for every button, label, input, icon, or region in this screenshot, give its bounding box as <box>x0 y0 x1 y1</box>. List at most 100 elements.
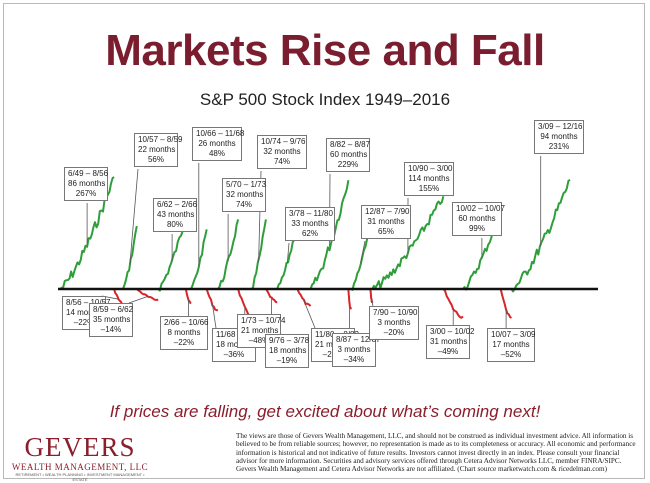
period-change: –36% <box>223 350 245 359</box>
bull-period-label-3: 10/57 – 8/59 22 months 56% <box>134 133 183 167</box>
period-change: –19% <box>276 356 298 365</box>
leader-line-13 <box>286 242 290 264</box>
period-change: 74% <box>273 157 290 166</box>
bear-period-label-4: 8/59 – 6/62 35 months –14% <box>89 303 133 337</box>
leader-line-14 <box>303 300 316 329</box>
period-duration: 35 months <box>93 315 131 324</box>
bull-period-label-9: 5/70 – 1/73 32 months 74% <box>222 178 266 212</box>
period-change: 74% <box>235 200 252 209</box>
bull-period-label-13: 3/78 – 11/80 33 months 62% <box>285 207 335 241</box>
bull-segment-3 <box>122 225 138 290</box>
period-duration: 26 months <box>198 139 236 148</box>
period-change: 48% <box>208 149 225 158</box>
period-duration: 33 months <box>291 219 329 228</box>
chart-frame <box>3 3 645 479</box>
bull-segment-7 <box>190 229 208 290</box>
period-change: 99% <box>468 224 485 233</box>
period-change: –48% <box>248 336 270 345</box>
bear-period-label-20: 3/00 – 10/02 31 months –49% <box>426 325 475 359</box>
period-range: 7/90 – 10/90 <box>373 308 418 317</box>
period-range: 8/56 – 10/57 <box>66 298 110 307</box>
period-duration: 43 months <box>157 210 195 219</box>
bear-period-label-12: 9/76 – 3/78 18 months –19% <box>265 334 309 368</box>
leader-line-8 <box>212 303 217 329</box>
period-duration: 17 months <box>492 340 530 349</box>
period-duration: 31 months <box>430 337 468 346</box>
period-duration: 22 months <box>138 145 176 154</box>
bear-segment-4 <box>136 288 159 301</box>
period-duration: 18 months <box>269 346 307 355</box>
bull-period-label-21: 10/02 – 10/07 60 months 99% <box>452 202 505 236</box>
period-change: –49% <box>437 347 459 356</box>
period-change: 62% <box>301 229 318 238</box>
label-leaders <box>86 156 542 334</box>
bear-period-label-22: 10/07 – 3/09 17 months –52% <box>487 328 535 362</box>
period-duration: 60 months <box>330 150 368 159</box>
bear-segment-14 <box>296 288 312 307</box>
period-duration: 60 months <box>458 214 496 223</box>
bull-segment-19 <box>371 196 445 290</box>
period-range: 10/74 – 9/76 <box>261 137 306 146</box>
period-range: 2/66 – 10/66 <box>164 318 209 327</box>
chart-subtitle: S&P 500 Stock Index 1949–2016 <box>199 90 451 109</box>
period-range: 1/73 – 10/74 <box>241 316 286 325</box>
period-duration: 8 months <box>167 328 201 337</box>
period-duration: 14 months <box>66 308 104 317</box>
period-change: 65% <box>377 227 394 236</box>
period-range: 10/57 – 8/59 <box>138 135 183 144</box>
period-change: –34% <box>343 355 365 364</box>
chart-title: Markets Rise and Fall <box>105 26 545 75</box>
period-range: 8/87 – 12/87 <box>336 335 381 344</box>
period-duration: 114 months <box>408 174 450 183</box>
period-change: 56% <box>147 155 164 164</box>
period-change: 231% <box>548 142 570 151</box>
period-range: 6/49 – 8/56 <box>68 169 109 178</box>
bull-period-label-15: 8/82 – 8/87 60 months 229% <box>326 138 370 172</box>
period-duration: 18 months <box>216 340 254 349</box>
logo-subname: WEALTH MANAGEMENT, LLC <box>11 462 149 472</box>
period-change: 155% <box>418 184 440 193</box>
bull-period-label-11: 10/74 – 9/76 32 months 74% <box>257 135 307 169</box>
period-change: 267% <box>75 189 97 198</box>
period-range: 8/82 – 8/87 <box>330 140 371 149</box>
bull-period-label-7: 10/66 – 11/68 26 months 48% <box>192 127 245 161</box>
period-duration: 21 months <box>241 326 279 335</box>
bear-segment-2 <box>113 288 124 305</box>
period-range: 3/78 – 11/80 <box>289 209 333 218</box>
leader-line-18 <box>371 298 374 307</box>
period-change: 229% <box>337 160 359 169</box>
period-change: –22% <box>173 338 195 347</box>
bull-period-label-1: 6/49 – 8/56 86 months 267% <box>64 167 108 201</box>
period-range: 6/62 – 2/66 <box>157 200 198 209</box>
period-range: 8/59 – 6/62 <box>93 305 134 314</box>
period-change: –52% <box>500 350 522 359</box>
period-duration: 32 months <box>226 190 264 199</box>
bear-segment-12 <box>265 288 278 304</box>
period-change: 80% <box>166 220 183 229</box>
period-range: 10/66 – 11/68 <box>196 129 245 138</box>
period-duration: 32 months <box>263 147 301 156</box>
tagline: If prices are falling, get excited about… <box>109 402 541 421</box>
period-duration: 31 months <box>367 217 405 226</box>
period-range: 3/00 – 10/02 <box>430 327 475 336</box>
leader-line-17 <box>360 240 366 264</box>
bear-period-label-18: 7/90 – 10/90 3 months –20% <box>369 306 419 340</box>
bull-period-label-19: 10/90 – 3/00 114 months 155% <box>404 162 454 196</box>
period-range: 10/02 – 10/07 <box>456 204 505 213</box>
bear-period-label-16: 8/87 – 12/87 3 months –34% <box>332 333 381 367</box>
bull-segment-15 <box>309 180 350 290</box>
bull-period-label-5: 6/62 – 2/66 43 months 80% <box>153 198 197 232</box>
logo-name: GEVERS <box>24 432 136 462</box>
disclaimer-text: The views are those of Gevers Wealth Man… <box>236 432 636 474</box>
period-duration: 94 months <box>540 132 578 141</box>
series-segments <box>59 176 571 319</box>
bull-period-label-23: 3/09 – 12/16 94 months 231% <box>534 120 584 154</box>
bull-period-label-17: 12/87 – 7/90 31 months 65% <box>361 205 411 239</box>
period-change: –20% <box>383 328 405 337</box>
period-range: 5/70 – 1/73 <box>226 180 267 189</box>
period-duration: 3 months <box>337 345 371 354</box>
bear-period-label-6: 2/66 – 10/66 8 months –22% <box>160 316 208 350</box>
period-change: –14% <box>100 325 122 334</box>
logo-tagline: RETIREMENT • WEALTH PLANNING • INVESTMEN… <box>15 472 145 482</box>
period-range: 10/07 – 3/09 <box>491 330 536 339</box>
